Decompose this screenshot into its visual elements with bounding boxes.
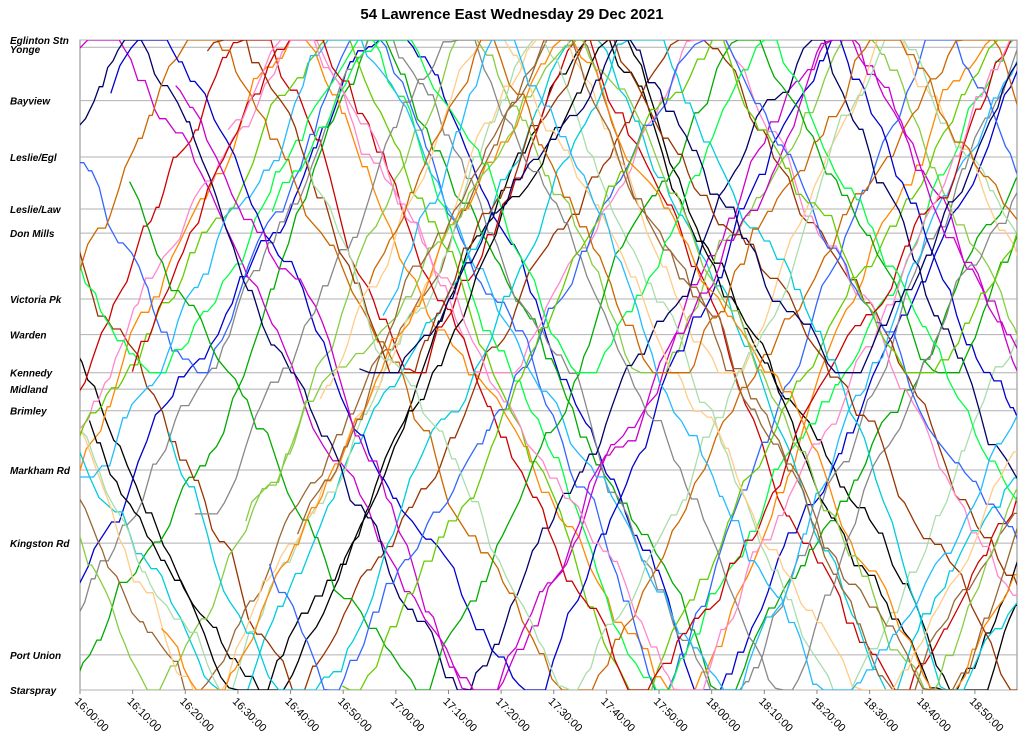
stop-label: Bayview (10, 97, 51, 108)
trip-line (167, 40, 1017, 690)
trip-line (306, 40, 1017, 690)
x-tick-label: 16:50:00 (335, 696, 374, 735)
stop-label: Victoria Pk (10, 295, 62, 306)
trip-line (80, 40, 1017, 690)
chart-title: 54 Lawrence East Wednesday 29 Dec 2021 (360, 6, 664, 23)
x-tick-label: 16:40:00 (282, 696, 321, 735)
stop-label: Brimley (10, 407, 47, 418)
trip-line (80, 40, 1017, 690)
trip-line (80, 40, 1017, 690)
stop-label: Leslie/Egl (10, 153, 57, 164)
x-tick-label: 16:00:00 (72, 696, 111, 735)
trip-line (80, 40, 1017, 596)
stop-label: Starspray (10, 686, 57, 697)
x-tick-label: 17:50:00 (651, 696, 690, 735)
stop-label: Port Union (10, 651, 61, 662)
trip-line (227, 40, 1017, 690)
stop-label: Yonge (10, 45, 41, 56)
trip-line (319, 40, 1017, 690)
x-tick-label: 17:20:00 (493, 696, 532, 735)
trip-line (206, 40, 1017, 690)
trip-line (80, 40, 1017, 690)
x-tick-label: 18:10:00 (756, 696, 795, 735)
trip-line (80, 40, 1017, 690)
trip-line (80, 40, 1017, 690)
x-tick-label: 16:20:00 (177, 696, 216, 735)
trip-line (268, 40, 1017, 690)
trip-line (80, 40, 1017, 690)
stop-label: Kennedy (10, 369, 53, 380)
trip-line (80, 40, 1017, 690)
stop-label: Leslie/Law (10, 205, 62, 216)
plot-area (79, 39, 1018, 691)
x-tick-label: 17:10:00 (440, 696, 479, 735)
trip-line (80, 40, 1017, 690)
x-tick-label: 18:50:00 (967, 696, 1006, 735)
trip-line (342, 40, 1017, 690)
trip-line (161, 40, 1017, 690)
x-tick-label: 18:00:00 (704, 696, 743, 735)
trip-line (296, 40, 1017, 690)
trip-line (80, 40, 1017, 690)
trip-line (175, 40, 1017, 690)
x-tick-label: 17:00:00 (388, 696, 427, 735)
x-tick-label: 18:40:00 (914, 696, 953, 735)
trip-line (80, 40, 1017, 690)
x-tick-label: 18:20:00 (809, 696, 848, 735)
trip-line (194, 40, 1017, 690)
stop-label: Eglinton Stn (10, 36, 69, 47)
trip-line (110, 40, 1017, 690)
stop-label: Markham Rd (10, 466, 71, 477)
trip-line (80, 40, 1017, 690)
x-tick-label: 17:40:00 (598, 696, 637, 735)
trip-line (245, 40, 1017, 690)
trip-line (271, 40, 1017, 502)
trip-line (88, 40, 1017, 690)
stop-label: Midland (10, 385, 49, 396)
x-tick-label: 16:10:00 (125, 696, 164, 735)
x-tick-label: 16:30:00 (230, 696, 269, 735)
trip-line (80, 40, 1017, 690)
trip-line (80, 40, 1017, 690)
x-tick-label: 17:30:00 (546, 696, 585, 735)
trip-line (359, 40, 1017, 374)
x-tick-label: 18:30:00 (861, 696, 900, 735)
trip-line (80, 40, 1017, 690)
trip-line (129, 40, 1017, 690)
stop-label: Warden (10, 331, 47, 342)
stop-label: Don Mills (10, 229, 55, 240)
trip-line (382, 40, 1017, 690)
trip-line (368, 40, 1017, 374)
stop-label: Kingston Rd (10, 539, 70, 550)
trip-lines (80, 40, 1017, 690)
